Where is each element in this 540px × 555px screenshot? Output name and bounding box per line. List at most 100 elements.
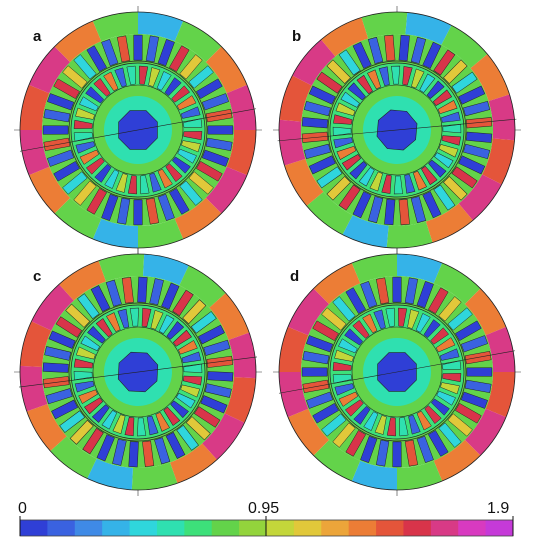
stator-slot bbox=[157, 39, 175, 67]
rotor-bar bbox=[442, 360, 462, 370]
stator-slot bbox=[185, 416, 211, 441]
rotor-bar bbox=[349, 161, 368, 180]
rotor-bar bbox=[91, 404, 110, 423]
stator-yoke-segment bbox=[20, 365, 48, 412]
stator-slot bbox=[398, 198, 410, 226]
stator-yoke-segment bbox=[170, 443, 217, 484]
rotor-bar bbox=[178, 340, 198, 355]
rotor-bar bbox=[171, 85, 191, 103]
rotor-bar bbox=[176, 392, 196, 409]
panel-label-b: b bbox=[292, 28, 302, 45]
stator-slot bbox=[460, 335, 488, 353]
stator-slot bbox=[42, 362, 69, 373]
rotor-bar bbox=[93, 77, 111, 97]
stator-slot bbox=[352, 41, 372, 69]
rotor-bar bbox=[75, 107, 95, 120]
stator-slot bbox=[306, 391, 334, 409]
stator-slot bbox=[133, 34, 143, 61]
stator-yoke-segment bbox=[209, 293, 250, 340]
stator-slot bbox=[116, 35, 131, 63]
stator-slot bbox=[101, 39, 119, 67]
rotor-bar bbox=[332, 126, 352, 136]
stator-slot bbox=[62, 171, 88, 195]
stator-slot bbox=[463, 100, 491, 117]
stator-slot bbox=[47, 93, 75, 111]
colorbar-swatch bbox=[403, 520, 432, 536]
colorbar bbox=[19, 516, 514, 537]
stator-slot bbox=[438, 296, 462, 322]
colorbar-swatch bbox=[74, 520, 103, 536]
rotor-bar bbox=[423, 319, 441, 339]
rotor-bar bbox=[150, 309, 164, 330]
stator-slot bbox=[47, 149, 75, 167]
rotor-bar bbox=[183, 363, 203, 373]
rotor-bar bbox=[75, 346, 96, 360]
rotor-bar bbox=[336, 145, 357, 160]
stator-yoke-segment bbox=[50, 436, 97, 479]
stator-slot bbox=[338, 184, 361, 211]
rotor-bar bbox=[347, 82, 366, 101]
rotor-bar bbox=[391, 65, 401, 85]
rotor-bar bbox=[399, 417, 409, 437]
stator-outline bbox=[278, 253, 516, 491]
stator-slot bbox=[416, 435, 434, 463]
stator-yoke-segment bbox=[205, 166, 248, 214]
stator-yoke-segment bbox=[351, 460, 397, 490]
stator-yoke-segment bbox=[464, 408, 507, 456]
stator-slot bbox=[105, 279, 122, 307]
stator-slot bbox=[392, 276, 402, 303]
stator-slot bbox=[367, 196, 384, 224]
colorbar-min-label: 0 bbox=[18, 500, 27, 517]
rotor-bar bbox=[148, 67, 161, 87]
stator-yoke-segment bbox=[92, 12, 138, 42]
stator-slot bbox=[384, 198, 396, 226]
rotor-bar bbox=[344, 328, 364, 346]
stator-slot bbox=[404, 277, 419, 305]
stator-yoke-segment bbox=[143, 254, 189, 286]
stator-slot bbox=[205, 137, 233, 152]
rotor-bar bbox=[117, 308, 130, 329]
rotor-bar bbox=[333, 114, 353, 125]
stator-slot bbox=[392, 441, 402, 468]
stator-slot bbox=[451, 166, 478, 189]
rotor-bar bbox=[435, 337, 456, 353]
rotor-bar bbox=[404, 174, 416, 194]
rotor-bar bbox=[85, 157, 105, 175]
stator-slot bbox=[86, 188, 108, 215]
rotor-bar bbox=[73, 358, 94, 369]
stator-slot bbox=[69, 419, 94, 445]
stator-slot bbox=[116, 197, 131, 225]
rotor-bar bbox=[374, 415, 387, 435]
colorbar-swatch bbox=[376, 520, 404, 536]
stator-slot bbox=[451, 71, 478, 94]
stator-slot bbox=[176, 424, 199, 451]
rotor-bar bbox=[149, 172, 162, 193]
stator-slot bbox=[422, 41, 442, 69]
stator-yoke-segment bbox=[228, 332, 256, 379]
stator-yoke-segment bbox=[488, 94, 515, 141]
colorbar-swatch bbox=[458, 520, 487, 536]
colorbar-swatch bbox=[184, 520, 213, 536]
rotor-bar bbox=[334, 383, 355, 396]
stator-slot bbox=[447, 307, 473, 331]
rotor-bar bbox=[158, 314, 175, 334]
stator-yoke-segment bbox=[397, 460, 443, 490]
rotor-bar bbox=[381, 174, 392, 194]
rotor-bar bbox=[344, 399, 364, 417]
rotor-bar bbox=[332, 361, 352, 371]
panel-label-a: a bbox=[33, 28, 42, 45]
stator-yoke-segment bbox=[351, 254, 397, 284]
stator-slot bbox=[312, 402, 339, 424]
rotor-bar bbox=[183, 118, 203, 128]
stator-slot bbox=[301, 117, 329, 129]
stator-yoke-segment bbox=[92, 218, 138, 248]
stator-slot bbox=[182, 299, 207, 325]
stator-yoke-segment bbox=[226, 130, 256, 176]
rotor-bar bbox=[415, 313, 431, 333]
rotor-bar bbox=[129, 307, 139, 327]
stator-slot bbox=[65, 303, 91, 328]
stator-slot bbox=[48, 330, 76, 349]
stator-slot bbox=[200, 395, 228, 414]
rotor-bar bbox=[442, 373, 462, 383]
